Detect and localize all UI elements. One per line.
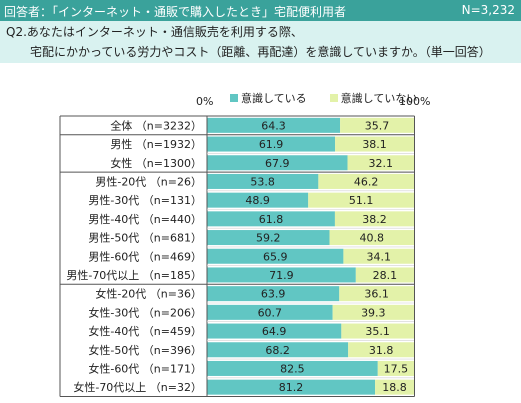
category-label: 男性-50代 （n=681） [88,231,202,245]
value-label: 35.1 [365,325,390,338]
value-label: 18.8 [382,381,407,394]
value-label: 67.9 [265,157,290,170]
bar-aware [207,323,342,339]
category-label: 男性-60代 （n=469） [88,249,202,263]
legend-label-aware: 意識している [241,92,307,105]
category-label: 全体 （n=3232） [110,118,202,132]
value-label: 64.3 [261,119,286,132]
category-label: 女性-30代 （n=206） [88,305,202,319]
category-label: 女性-70代以上 （n=32） [73,380,202,394]
bar-not-aware [341,323,414,339]
category-label: 女性 （n=1300） [110,156,202,170]
value-label: 71.9 [269,269,294,282]
bar-not-aware [339,286,414,302]
value-label: 36.1 [364,288,389,301]
category-label: 男性-70代以上 （n=185） [66,268,202,282]
category-label: 女性-20代 （n=36） [95,287,202,301]
value-label: 60.7 [258,306,283,319]
bar-not-aware [334,211,414,227]
bar-aware [207,211,335,227]
bar-aware [207,267,356,283]
value-label: 40.8 [360,232,385,245]
bar-aware [207,136,336,152]
bar-not-aware [377,360,414,376]
value-label: 65.9 [263,250,288,263]
bar-aware [207,173,319,189]
value-label: 46.2 [354,175,379,188]
bar-not-aware [332,304,414,320]
respondents-header: 回答者：「インターネット・通販で購入したとき」宅配便利用者 N=3,232 [0,0,521,21]
bar-aware [207,360,378,376]
bar-not-aware [308,192,414,208]
bar-not-aware [318,173,414,189]
category-label: 男性-40代 （n=440） [88,212,202,226]
bar-aware [207,342,349,358]
value-label: 61.8 [259,213,284,226]
category-label: 女性-40代 （n=459） [88,324,202,338]
value-label: 28.1 [373,269,398,282]
category-label: 男性-20代 （n=26） [95,174,202,188]
bar-aware [207,379,376,395]
category-label: 女性-60代 （n=171） [88,361,202,375]
value-label: 68.2 [265,344,290,357]
value-label: 48.9 [245,194,270,207]
value-label: 51.1 [349,194,374,207]
value-label: 34.1 [366,250,391,263]
bar-aware [207,192,309,208]
bar-not-aware [375,379,414,395]
bar-aware [207,155,348,171]
value-label: 59.2 [256,232,281,245]
question-line-2: 宅配にかかっている労力やコスト（距離、再配達）を意識していますか。（単一回答） [30,45,491,59]
question-box: Q2.あなたはインターネット・通信販売を利用する際、 宅配にかかっている労力やコ… [0,21,521,63]
value-label: 17.5 [384,362,409,375]
bar-not-aware [343,248,414,264]
legend-swatch-aware [230,94,238,102]
axis-max-label: 100% [399,95,431,108]
bar-not-aware [348,342,414,358]
legend: 意識している 意識していない [230,90,418,105]
value-label: 53.8 [250,175,275,188]
category-label: 男性 （n=1932） [110,137,202,151]
axis-min-label: 0% [196,95,214,108]
bar-not-aware [347,155,414,171]
value-label: 39.3 [361,306,386,319]
value-label: 38.1 [362,138,387,151]
bar-aware [207,248,344,264]
category-label: 男性-30代 （n=131） [88,193,202,207]
legend-label-not-aware: 意識していない [340,92,418,105]
bar-not-aware [355,267,414,283]
bar-not-aware [340,117,414,133]
value-label: 31.8 [369,344,394,357]
value-label: 61.9 [259,138,284,151]
bar-aware [207,304,333,320]
sample-size: N=3,232 [461,3,515,17]
value-label: 63.9 [261,288,286,301]
legend-swatch-not-aware [329,94,338,102]
bar-not-aware [329,230,414,246]
value-label: 81.2 [279,381,304,394]
category-label: 女性-50代 （n=396） [88,343,202,357]
respondents-text: 回答者：「インターネット・通販で購入したとき」宅配便利用者 [4,5,347,19]
bar-aware [207,117,341,133]
value-label: 38.2 [362,213,387,226]
bar-aware [207,286,340,302]
value-label: 32.1 [369,157,394,170]
value-label: 64.9 [262,325,287,338]
value-label: 82.5 [280,362,305,375]
question-line-1: Q2.あなたはインターネット・通信販売を利用する際、 [6,25,303,39]
bar-not-aware [335,136,414,152]
value-label: 35.7 [365,119,390,132]
bar-aware [207,230,330,246]
